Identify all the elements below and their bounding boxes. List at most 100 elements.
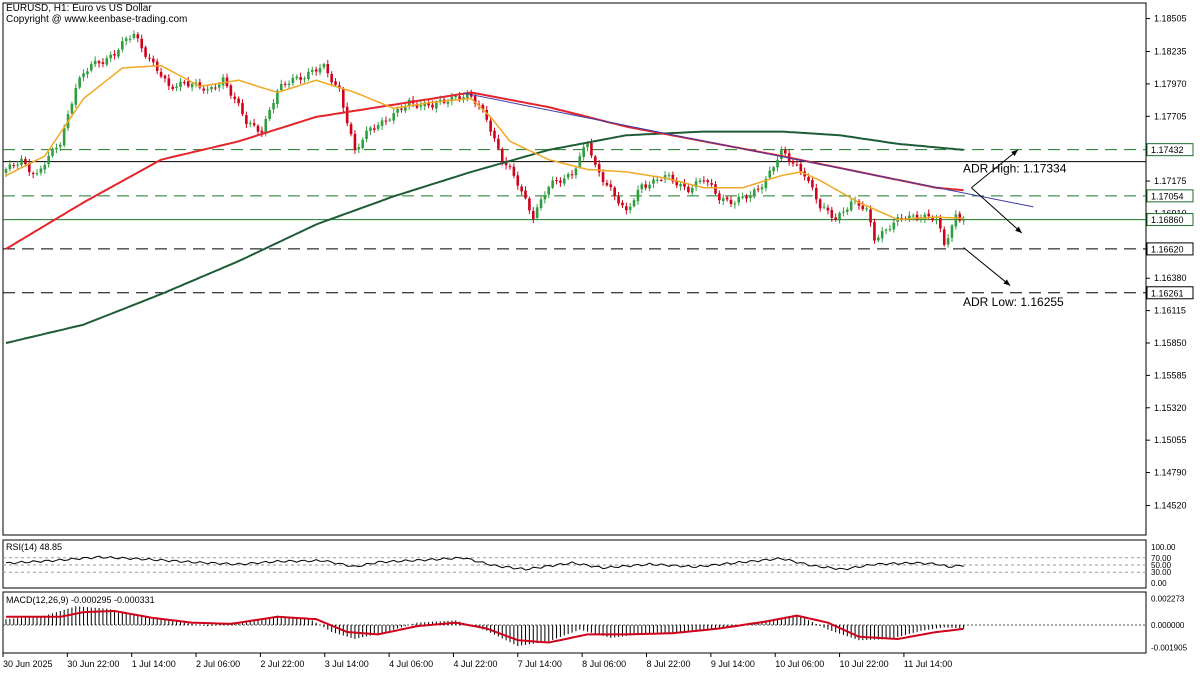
bear-candle [613, 187, 616, 197]
bull-candle [892, 222, 896, 230]
bear-candle [229, 85, 233, 96]
bear-candle [594, 156, 597, 165]
bear-candle [512, 166, 516, 176]
bull-candle [89, 64, 93, 71]
trendline[interactable] [463, 92, 1034, 208]
bull-candle [640, 184, 644, 190]
bear-candle [818, 199, 822, 209]
price-tick-label: 1.17705 [1154, 111, 1187, 121]
bull-candle [307, 71, 310, 80]
bear-candle [528, 198, 531, 211]
bull-candle [946, 238, 950, 245]
price-tag-label: 1.17054 [1151, 191, 1184, 201]
rsi-tick-label: 100.00 [1151, 543, 1176, 552]
bull-candle [70, 103, 74, 114]
adr-low-label: ADR Low: 1.16255 [963, 295, 1064, 309]
bear-candle [756, 188, 760, 190]
bear-candle [869, 209, 872, 223]
price-tick-label: 1.15320 [1154, 403, 1187, 413]
rsi-line [5, 555, 964, 571]
bear-candle [400, 108, 403, 110]
price-tag-label: 1.17432 [1151, 145, 1184, 155]
bull-candle [438, 99, 442, 102]
bull-candle [318, 68, 322, 73]
bull-candle [741, 196, 744, 198]
bull-candle [535, 207, 539, 218]
bear-candle [675, 181, 679, 186]
bull-candle [962, 219, 965, 221]
bull-candle [128, 38, 132, 40]
bear-candle [605, 182, 609, 186]
bull-candle [179, 81, 182, 87]
bear-candle [171, 86, 175, 89]
bear-candle [353, 133, 357, 150]
bear-candle [814, 188, 818, 200]
bull-candle [935, 218, 938, 221]
bear-candle [31, 173, 35, 175]
bear-candle [799, 163, 803, 172]
bear-candle [241, 102, 244, 115]
bear-candle [214, 87, 217, 89]
bear-candle [431, 104, 434, 108]
bear-candle [915, 214, 919, 220]
bull-candle [206, 89, 209, 91]
bear-candle [113, 53, 116, 56]
bull-candle [322, 64, 326, 68]
bull-candle [764, 178, 768, 189]
bear-candle [531, 210, 535, 219]
bull-candle [47, 155, 50, 165]
bull-candle [636, 189, 640, 202]
bull-candle [888, 229, 892, 231]
bear-candle [795, 164, 799, 166]
bull-candle [466, 93, 469, 98]
ma-slow-line [5, 130, 964, 344]
bear-candle [493, 130, 496, 139]
bear-candle [939, 218, 942, 229]
bull-candle [838, 213, 841, 221]
bear-candle [710, 183, 713, 185]
bull-candle [454, 95, 458, 98]
bull-candle [221, 77, 225, 86]
bull-candle [287, 83, 291, 86]
bull-candle [121, 41, 124, 50]
bear-candle [807, 177, 810, 182]
price-tick-label: 1.18505 [1154, 14, 1187, 24]
symbol-title: EURUSD, H1: Euro vs US Dollar [6, 3, 152, 14]
bear-candle [481, 104, 485, 111]
rsi-tick-label: 50.00 [1151, 561, 1172, 570]
macd-tick-label: -0.001905 [1151, 643, 1188, 652]
bear-candle [27, 163, 31, 173]
time-tick-label: 4 Jul 06:00 [389, 659, 433, 669]
bear-candle [497, 138, 500, 149]
bull-candle [551, 180, 554, 188]
bear-candle [621, 202, 624, 206]
bear-candle [345, 106, 349, 124]
bull-candle [16, 164, 19, 166]
bear-candle [555, 180, 558, 182]
arrow-line [971, 149, 1019, 189]
bear-candle [706, 180, 710, 183]
bear-candle [601, 172, 605, 183]
price-tick-label: 1.18235 [1154, 47, 1187, 57]
bull-candle [109, 54, 112, 59]
bear-candle [958, 213, 962, 221]
bear-candle [500, 148, 504, 162]
arrow-head [1011, 149, 1018, 157]
bull-candle [562, 178, 566, 184]
time-tick-label: 11 Jul 14:00 [904, 659, 952, 669]
bear-candle [136, 34, 140, 39]
bull-candle [772, 167, 775, 172]
price-tick-label: 1.17970 [1154, 79, 1187, 89]
macd-tick-label: 0.002273 [1151, 594, 1185, 603]
bull-candle [908, 215, 911, 219]
bull-candle [547, 186, 551, 195]
bull-candle [679, 184, 682, 187]
bull-candle [632, 200, 636, 207]
bear-candle [873, 221, 876, 241]
price-tag-box [1146, 242, 1194, 256]
bear-candle [687, 186, 690, 193]
bull-candle [268, 109, 271, 119]
macd-signal-line [6, 609, 964, 644]
bear-candle [729, 199, 733, 205]
